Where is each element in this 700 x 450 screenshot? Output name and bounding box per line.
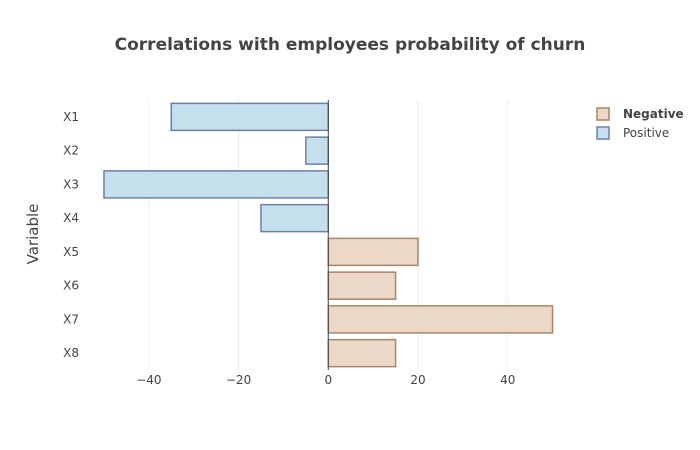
y-tick-label-x4: X4: [63, 211, 79, 225]
bar-x3-positive: [103, 170, 330, 199]
bar-x4-positive: [260, 203, 330, 233]
legend: Negative Positive: [596, 107, 684, 140]
bar-x5-negative: [327, 237, 419, 267]
x-tick-label-4: 40: [500, 373, 515, 387]
y-tick-label-x3: X3: [63, 177, 79, 191]
y-tick-label-x6: X6: [63, 279, 79, 293]
legend-label-positive: Positive: [623, 126, 669, 140]
legend-swatch-positive: [596, 126, 610, 140]
y-tick-label-x7: X7: [63, 312, 79, 326]
bar-x2-positive: [305, 136, 330, 165]
x-tick-label-0: −40: [136, 373, 161, 387]
bar-x8-negative: [327, 338, 397, 368]
y-tick-label-x1: X1: [63, 110, 79, 124]
legend-swatch-negative: [596, 107, 610, 121]
y-tick-label-x8: X8: [63, 346, 79, 360]
chart-title: Correlations with employees probability …: [115, 35, 586, 55]
y-tick-labels: X1 X2 X3 X4 X5 X6 X7 X8: [63, 110, 79, 360]
bar-x6-negative: [327, 271, 397, 300]
y-tick-label-x2: X2: [63, 144, 79, 158]
bar-x1-positive: [170, 102, 330, 132]
x-tick-label-1: −20: [226, 373, 251, 387]
x-tick-labels: −40 −20 0 20 40: [136, 373, 515, 387]
x-tick-label-2: 0: [324, 373, 332, 387]
x-tick-label-3: 20: [410, 373, 425, 387]
bar-x7-negative: [327, 305, 554, 334]
legend-label-negative: Negative: [623, 107, 684, 121]
bars: [103, 102, 554, 368]
y-axis-title: Variable: [24, 204, 42, 265]
y-tick-label-x5: X5: [63, 245, 79, 259]
